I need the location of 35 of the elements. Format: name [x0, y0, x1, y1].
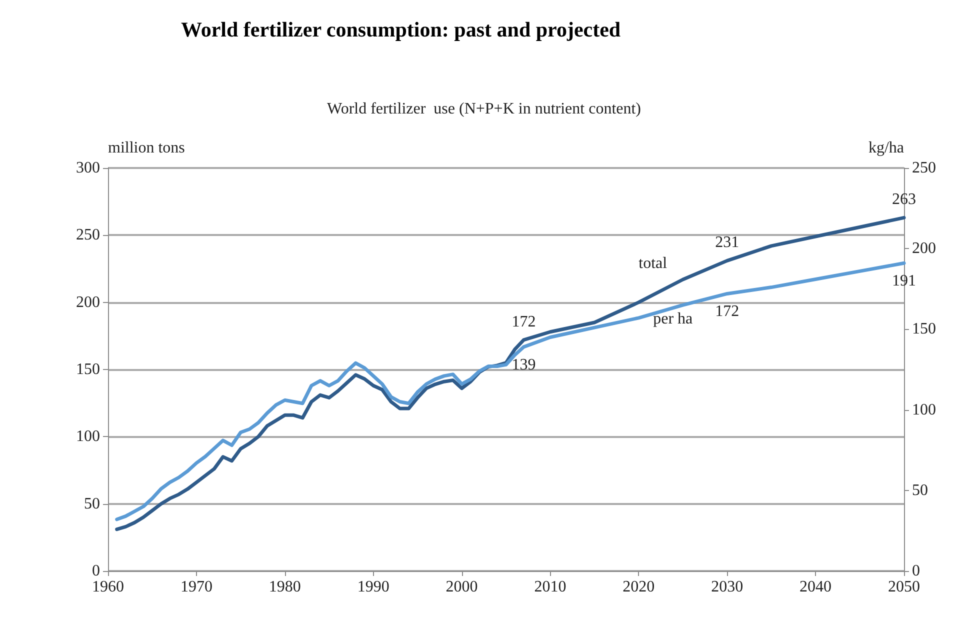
y-axis-title: million tons [108, 140, 185, 156]
y-tick-label: 150 [76, 361, 100, 378]
data-label: 172 [512, 313, 536, 330]
x-tick-label: 1960 [92, 578, 124, 596]
y-tick-label: 200 [76, 294, 100, 311]
chart-subtitle: World fertilizer use (N+P+K in nutrient content) [326, 100, 642, 118]
data-label: 172 [715, 303, 740, 320]
y2-tick-label: 50 [912, 482, 928, 499]
series-label: total [638, 254, 668, 272]
y-tick-label: 300 [76, 160, 100, 176]
chart-title: World fertilizer consumption: past and projected [181, 18, 621, 42]
x-tick-label: 1970 [180, 578, 212, 596]
x-tick-label: 2030 [711, 578, 744, 596]
y2-tick-label: 100 [912, 401, 936, 418]
x-tick-label: 1980 [268, 578, 301, 596]
x-tick-label: 2020 [622, 578, 655, 596]
y-tick-label: 0 [92, 562, 100, 580]
y2-tick-label: 0 [912, 562, 920, 580]
y2-axis-title: kg/ha [868, 140, 904, 156]
x-tick-label: 2000 [446, 578, 478, 596]
y2-tick-label: 250 [912, 160, 936, 176]
x-tick-label: 2010 [534, 578, 566, 596]
y2-tick-label: 150 [912, 320, 936, 338]
data-label: 263 [892, 191, 916, 208]
x-tick-label: 2050 [888, 578, 920, 596]
x-tick-label: 1990 [357, 578, 390, 596]
data-label: 139 [512, 356, 536, 374]
x-tick-label: 2040 [800, 578, 832, 596]
y-tick-label: 250 [76, 226, 100, 244]
series-label: per ha [653, 310, 693, 328]
data-label: 191 [892, 272, 916, 290]
y2-tick-label: 200 [912, 240, 936, 258]
y-tick-label: 50 [84, 495, 100, 512]
data-label: 231 [715, 234, 740, 252]
y-tick-label: 100 [76, 428, 100, 446]
